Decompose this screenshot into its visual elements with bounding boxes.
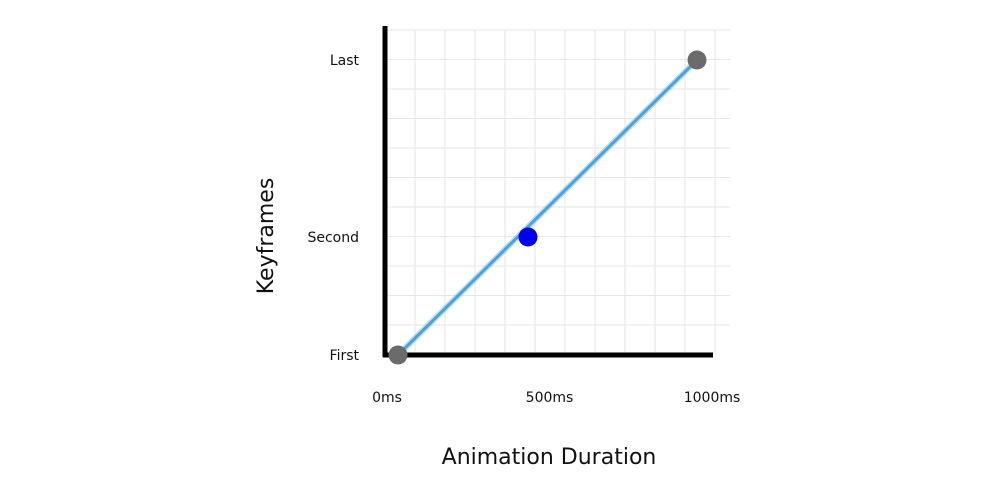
keyframe-point — [518, 227, 538, 247]
x-tick-label: 0ms — [372, 390, 402, 406]
y-axis-title: Keyframes — [254, 178, 279, 295]
series-group — [395, 57, 700, 358]
x-tick-label: 1000ms — [684, 390, 741, 406]
y-tick-label: Last — [330, 53, 360, 69]
keyframe-point — [687, 50, 707, 70]
grid-lines — [384, 29, 730, 352]
x-tick-label: 500ms — [526, 390, 574, 406]
y-tick-labels: First Second Last — [307, 53, 359, 364]
y-tick-label: First — [330, 348, 360, 364]
x-tick-labels: 0ms 500ms 1000ms — [372, 390, 740, 406]
keyframe-point — [388, 345, 408, 365]
axes — [382, 26, 713, 358]
points-group — [388, 50, 707, 365]
series-line — [396, 58, 699, 357]
x-axis-title: Animation Duration — [442, 445, 657, 470]
y-tick-label: Second — [307, 230, 359, 246]
